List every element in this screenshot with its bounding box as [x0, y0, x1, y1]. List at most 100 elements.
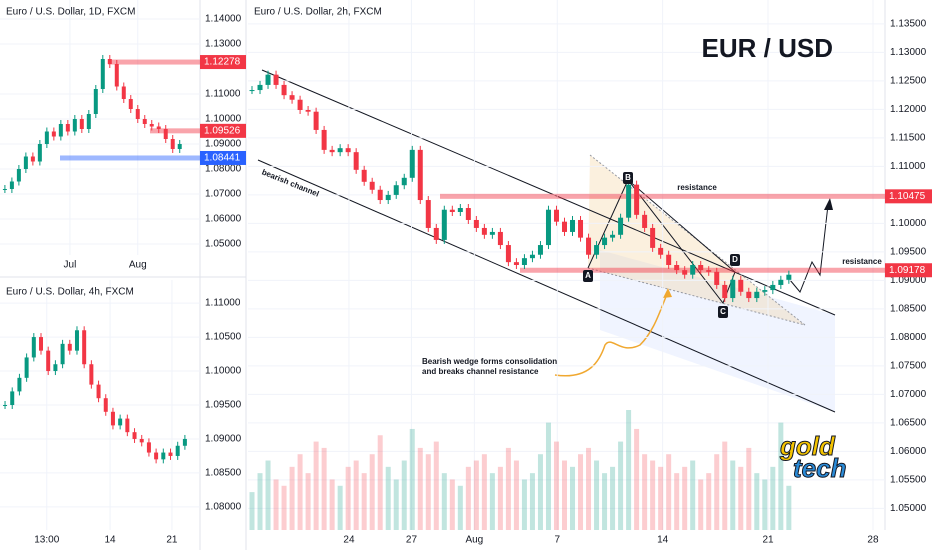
annotation: resistance — [842, 257, 882, 266]
candle — [385, 194, 391, 201]
candle — [393, 185, 399, 195]
volume-bar — [529, 473, 535, 530]
y-tick-label: 1.10500 — [205, 332, 242, 343]
y-tick-label: 1.12000 — [890, 104, 927, 115]
candle — [125, 418, 130, 433]
candle — [154, 452, 159, 460]
volume-bar — [497, 466, 503, 530]
level-label: 1.08441 — [204, 153, 241, 164]
candle — [682, 270, 688, 275]
volume-bar — [786, 485, 792, 530]
candle — [72, 119, 77, 132]
candle — [30, 156, 35, 162]
candle — [2, 189, 7, 190]
candle — [650, 227, 656, 248]
candle — [51, 131, 56, 137]
candle — [441, 209, 447, 240]
point-label: B — [625, 173, 631, 182]
volume-bar — [642, 454, 648, 530]
volume-bar — [666, 454, 672, 530]
volume-bar — [610, 466, 616, 530]
candle — [610, 234, 616, 238]
chart-title: Euro / U.S. Dollar, 4h, FXCM — [6, 287, 134, 298]
candle — [149, 124, 154, 127]
x-tick-label: 27 — [406, 535, 418, 546]
volume-bar — [433, 441, 439, 530]
annotation: resistance — [677, 183, 717, 192]
level-label: 1.09178 — [889, 265, 926, 276]
y-tick-label: 1.08500 — [205, 468, 242, 479]
arrow-head — [663, 288, 672, 298]
volume-bar — [722, 441, 728, 530]
candle — [177, 144, 182, 149]
candle — [521, 258, 527, 265]
volume-bar — [249, 492, 255, 530]
volume-bar — [257, 473, 263, 530]
volume-bar — [417, 447, 423, 530]
candle — [658, 247, 664, 255]
x-tick-label: 13:00 — [34, 535, 59, 546]
level-tag — [885, 263, 932, 278]
y-tick-label: 1.10000 — [205, 114, 242, 125]
volume-bar — [650, 460, 656, 530]
candle — [118, 418, 123, 426]
volume-bar — [634, 428, 640, 530]
level-tag — [885, 189, 932, 204]
volume-bar — [265, 460, 271, 530]
point-label: C — [720, 307, 726, 316]
candle — [497, 231, 503, 246]
candle — [377, 189, 383, 201]
volume-bar — [369, 454, 375, 530]
candle — [602, 237, 608, 246]
candle — [89, 364, 94, 385]
candle — [257, 84, 263, 91]
candle — [17, 377, 22, 392]
candle — [82, 330, 87, 365]
candle — [513, 262, 519, 265]
candle — [409, 149, 415, 178]
y-tick-label: 1.09000 — [205, 139, 242, 150]
y-tick-label: 1.13000 — [205, 39, 242, 50]
volume-bar — [449, 479, 455, 530]
channel-upper — [261, 69, 836, 316]
volume-bar — [658, 466, 664, 530]
volume-bar — [353, 460, 359, 530]
volume-bar — [465, 466, 471, 530]
volume-bar — [714, 454, 720, 530]
volume-bar — [690, 460, 696, 530]
level-band — [440, 193, 885, 199]
candle — [578, 219, 584, 238]
chart-title: Euro / U.S. Dollar, 1D, FXCM — [6, 7, 135, 18]
candle — [249, 90, 255, 92]
candle — [16, 169, 21, 182]
candle — [170, 139, 175, 149]
volume-bar — [730, 460, 736, 530]
candle — [103, 398, 108, 412]
x-tick-label: 24 — [343, 535, 355, 546]
y-tick-label: 1.06000 — [205, 214, 242, 225]
y-tick-label: 1.09500 — [890, 247, 927, 258]
candle — [626, 184, 632, 218]
candle — [121, 86, 126, 99]
candle — [31, 337, 36, 358]
volume-bar — [481, 454, 487, 530]
candle — [345, 148, 351, 153]
y-tick-label: 1.13000 — [890, 47, 927, 58]
annotation: and breaks channel resistance — [422, 367, 539, 376]
candle — [96, 384, 101, 399]
y-tick-label: 1.13500 — [890, 19, 927, 30]
candle — [39, 337, 44, 351]
candle — [698, 265, 704, 271]
volume-bar — [537, 454, 543, 530]
volume-bar — [602, 473, 608, 530]
volume-bar — [521, 479, 527, 530]
y-tick-label: 1.08000 — [205, 164, 242, 175]
volume-bar — [586, 447, 592, 530]
candle — [313, 111, 319, 130]
volume-bar — [778, 422, 784, 530]
volume-bar — [594, 460, 600, 530]
y-tick-label: 1.09000 — [205, 434, 242, 445]
level-label: 1.09526 — [204, 125, 241, 136]
candle — [289, 95, 295, 100]
x-tick-label: 14 — [105, 535, 117, 546]
